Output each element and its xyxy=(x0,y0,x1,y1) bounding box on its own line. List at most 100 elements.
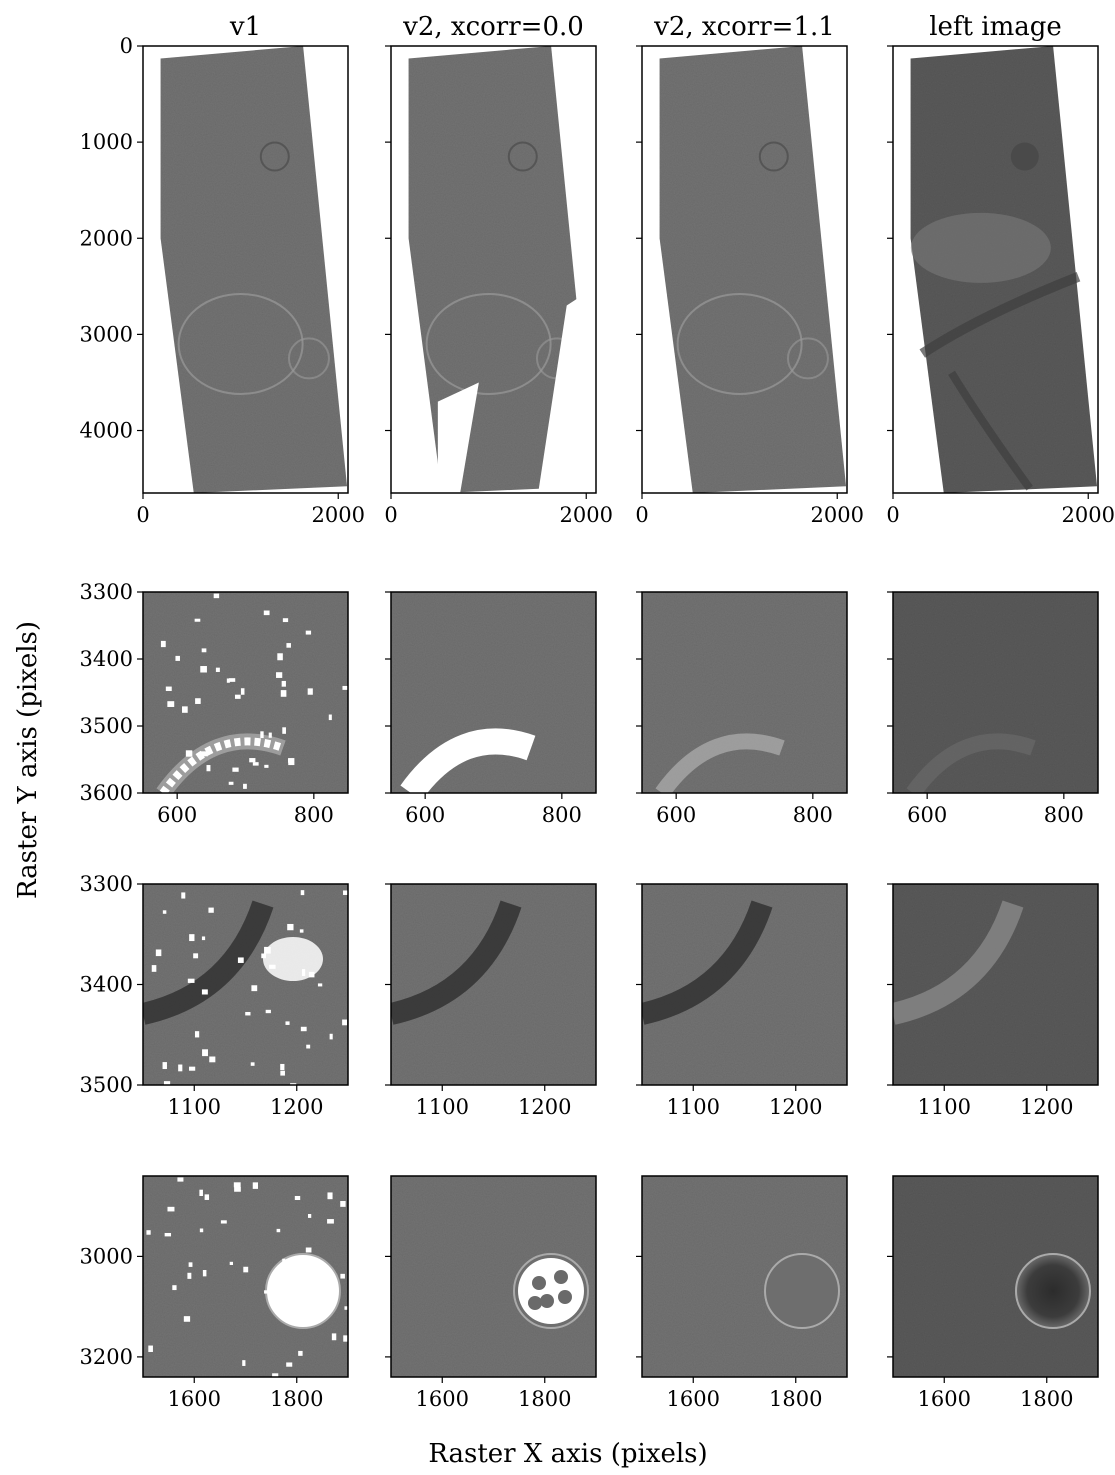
nodata-speck xyxy=(328,714,332,721)
nodata-speck xyxy=(317,983,323,987)
axes-frame xyxy=(142,591,349,794)
nodata-speck xyxy=(245,1011,251,1016)
panel-r3-c2: 1100 1200 xyxy=(385,883,597,1119)
crater-fill xyxy=(532,1276,546,1290)
crater xyxy=(1015,1253,1091,1329)
crater-rim xyxy=(676,293,803,395)
panel-image xyxy=(143,884,348,1085)
nodata-speck xyxy=(228,678,236,682)
nodata-speck xyxy=(300,1026,307,1032)
nodata-speck xyxy=(307,688,313,695)
axes-frame xyxy=(142,1175,349,1378)
x-tick-label: 1100 xyxy=(416,1095,469,1119)
y-tick-label: 3500 xyxy=(80,1073,133,1097)
nodata-speck xyxy=(251,985,258,992)
crater-fill xyxy=(528,1296,542,1310)
nodata-speck xyxy=(151,965,157,972)
panel-r2-c3: 600 800 xyxy=(636,591,848,827)
nodata-speck xyxy=(261,953,267,959)
x-tick-label: 2000 xyxy=(811,503,864,527)
panel-image xyxy=(143,1176,348,1377)
nodata-speck xyxy=(148,1345,153,1352)
nodata-speck xyxy=(276,1228,281,1233)
nodata-speck xyxy=(331,1333,337,1341)
x-tick-label: 1800 xyxy=(769,1387,822,1411)
nodata-speck xyxy=(260,731,264,739)
nodata-speck xyxy=(146,1230,151,1235)
crater-rim xyxy=(287,337,330,380)
axes-frame xyxy=(641,591,848,794)
nodata-region xyxy=(400,728,536,793)
x-tick-label: 2000 xyxy=(312,503,365,527)
panel-image xyxy=(910,46,1098,493)
panel-image xyxy=(391,884,596,1085)
nodata-speck xyxy=(342,685,348,690)
nodata-speck xyxy=(286,643,291,648)
nodata-speck xyxy=(188,1262,193,1267)
nodata-speck xyxy=(250,1062,255,1066)
nodata-speck xyxy=(269,964,276,969)
nodata-region xyxy=(518,1258,584,1324)
nodata-speck xyxy=(204,1194,210,1200)
dem-patch xyxy=(893,884,1098,1085)
panel-r1-c4: 0 2000 xyxy=(886,45,1115,527)
axes-frame xyxy=(390,1175,597,1378)
column-title: v1 xyxy=(229,12,261,42)
nodata-speck xyxy=(343,890,348,895)
nodata-speck xyxy=(201,936,206,941)
axes-frame xyxy=(892,591,1099,794)
panel-image xyxy=(408,46,596,493)
nodata-speck xyxy=(172,1285,177,1291)
x-tick-label: 2000 xyxy=(560,503,613,527)
x-tick-label: 1100 xyxy=(168,1095,221,1119)
nodata-speck xyxy=(155,949,162,957)
nodata-speck xyxy=(229,1261,234,1266)
nodata-speck xyxy=(288,758,295,766)
x-tick-label: 600 xyxy=(157,803,197,827)
nodata-speck xyxy=(199,1228,204,1233)
nodata-speck xyxy=(226,678,230,683)
dem-patch xyxy=(642,592,847,793)
x-tick-label: 1200 xyxy=(1020,1095,1073,1119)
nodata-speck xyxy=(290,1271,297,1278)
ridge xyxy=(893,900,1024,1025)
x-tick-label: 600 xyxy=(907,803,947,827)
ridge xyxy=(391,900,522,1025)
nodata-speck xyxy=(290,1083,297,1085)
x-tick-label: 600 xyxy=(405,803,445,827)
dem-strip xyxy=(408,46,596,493)
nodata-speck xyxy=(163,1081,171,1085)
nodata-speck xyxy=(264,1290,270,1294)
nodata-region xyxy=(437,382,479,493)
x-tick-label: 1800 xyxy=(1020,1387,1073,1411)
crater xyxy=(265,1253,341,1329)
panel-image xyxy=(642,1176,847,1377)
nodata-speck xyxy=(194,1031,200,1038)
crater-rim xyxy=(786,337,829,380)
ridge xyxy=(642,900,773,1025)
panel-image xyxy=(642,592,847,793)
panel-image xyxy=(893,884,1098,1085)
nodata-speck xyxy=(181,892,186,899)
nodata-speck xyxy=(287,923,294,931)
nodata-speck xyxy=(234,1186,241,1192)
channel xyxy=(948,370,1033,491)
dem-strip xyxy=(659,46,847,493)
crater xyxy=(507,141,538,172)
nodata-speck xyxy=(298,1350,303,1356)
x-tick-label: 600 xyxy=(656,803,696,827)
axes-frame xyxy=(142,45,349,494)
nodata-speck xyxy=(311,1288,319,1296)
nodata-speck xyxy=(202,1049,208,1057)
nodata-speck xyxy=(268,732,272,738)
nodata-speck xyxy=(200,666,207,673)
nodata-speck xyxy=(183,1316,191,1322)
x-tick-label: 800 xyxy=(793,803,833,827)
nodata-speck xyxy=(243,1266,249,1273)
x-tick-label: 0 xyxy=(635,503,648,527)
nodata-speck xyxy=(305,630,312,635)
nodata-speck xyxy=(237,957,244,963)
panel-image xyxy=(391,1176,596,1377)
nodata-region xyxy=(159,737,285,793)
nodata-speck xyxy=(340,1273,345,1279)
